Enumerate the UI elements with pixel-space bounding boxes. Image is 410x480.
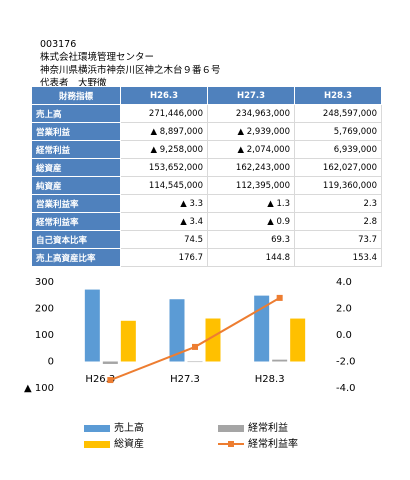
value-cell: 234,963,000 xyxy=(207,104,295,123)
value-cell: 6,939,000 xyxy=(294,140,382,159)
value-cell: 119,360,000 xyxy=(294,176,382,195)
value-cell: ▲ 2,074,000 xyxy=(207,140,295,159)
financial-table: 財務指標 H26.3 H27.3 H28.3 売上高 271,446,000 234,963… xyxy=(31,86,382,267)
x-tick-label: H26.3 xyxy=(85,374,115,385)
y2-tick-label: 0.0 xyxy=(336,330,352,341)
table-row: 売上高資産比率 176.7 144.8 153.4 xyxy=(31,248,382,267)
label-cell: 売上高資産比率 xyxy=(31,248,121,267)
y-tick-label: 300 xyxy=(35,277,54,288)
y2-tick-label: -2.0 xyxy=(336,357,356,368)
table-row: 総資産 153,652,000 162,243,000 162,027,000 xyxy=(31,158,382,177)
y2-tick-label: 2.0 xyxy=(336,304,352,315)
legend-marker xyxy=(228,441,234,447)
bar xyxy=(120,320,136,362)
header-cell: 財務指標 xyxy=(31,86,121,105)
header-cell: H26.3 xyxy=(120,86,208,105)
line-marker xyxy=(107,377,114,384)
value-cell: 162,243,000 xyxy=(207,158,295,177)
legend-swatch xyxy=(84,441,110,448)
value-cell: 112,395,000 xyxy=(207,176,295,195)
bar xyxy=(187,361,203,363)
address: 神奈川県横浜市神奈川区神之木台９番６号 xyxy=(40,65,221,76)
y2-tick-label: 4.0 xyxy=(336,277,352,288)
bar xyxy=(205,318,221,362)
table-row: 自己資本比率 74.5 69.3 73.7 xyxy=(31,230,382,249)
legend-swatch xyxy=(218,425,244,432)
value-cell: 69.3 xyxy=(207,230,295,249)
value-cell: 2.8 xyxy=(294,212,382,231)
y-tick-label: 200 xyxy=(35,304,54,315)
representative: 代表者 大野徹 xyxy=(40,78,107,89)
label-cell: 営業利益 xyxy=(31,122,121,141)
value-cell: 153.4 xyxy=(294,248,382,267)
bar xyxy=(102,361,118,364)
line-marker xyxy=(276,294,283,301)
value-cell: 74.5 xyxy=(120,230,208,249)
table-row: 営業利益 ▲ 8,897,000 ▲ 2,939,000 5,769,000 xyxy=(31,122,382,141)
code: 003176 xyxy=(40,39,77,50)
value-cell: 73.7 xyxy=(294,230,382,249)
table-row: 経常利益 ▲ 9,258,000 ▲ 2,074,000 6,939,000 xyxy=(31,140,382,159)
header-cell: H28.3 xyxy=(294,86,382,105)
header: 003176 株式会社環境管理センター 神奈川県横浜市神奈川区神之木台９番６号 … xyxy=(40,38,221,90)
value-cell: ▲ 8,897,000 xyxy=(120,122,208,141)
y-tick-label: ▲ 100 xyxy=(24,383,54,394)
legend-swatch xyxy=(84,425,110,432)
x-tick-label: H27.3 xyxy=(170,374,200,385)
table-row: 経常利益率 ▲ 3.4 ▲ 0.9 2.8 xyxy=(31,212,382,231)
legend-label: 総資産 xyxy=(114,437,144,450)
label-cell: 売上高 xyxy=(31,104,121,123)
table-row: 純資産 114,545,000 112,395,000 119,360,000 xyxy=(31,176,382,195)
value-cell: 162,027,000 xyxy=(294,158,382,177)
value-cell: 5,769,000 xyxy=(294,122,382,141)
value-cell: ▲ 3.3 xyxy=(120,194,208,213)
value-cell: 176.7 xyxy=(120,248,208,267)
label-cell: 純資産 xyxy=(31,176,121,195)
y-tick-label: 0 xyxy=(48,357,54,368)
bar xyxy=(290,318,306,362)
bar xyxy=(254,295,270,362)
line-marker xyxy=(192,343,198,350)
value-cell: 144.8 xyxy=(207,248,295,267)
y-tick-label: 100 xyxy=(35,330,54,341)
legend-label: 売上高 xyxy=(114,421,144,434)
value-cell: 2.3 xyxy=(294,194,382,213)
y2-tick-label: -4.0 xyxy=(336,383,356,394)
company: 株式会社環境管理センター xyxy=(40,52,155,63)
legend-label: 経常利益率 xyxy=(248,437,298,450)
value-cell: ▲ 2,939,000 xyxy=(207,122,295,141)
bar xyxy=(272,359,288,362)
x-tick-label: H28.3 xyxy=(255,374,285,385)
label-cell: 自己資本比率 xyxy=(31,230,121,249)
bar xyxy=(169,299,185,362)
legend-label: 経常利益 xyxy=(248,421,288,434)
bar xyxy=(84,289,100,362)
